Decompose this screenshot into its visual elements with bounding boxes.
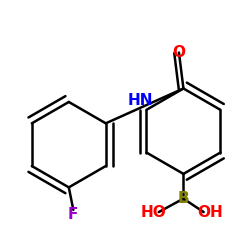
Text: HO: HO [140, 204, 166, 220]
Text: O: O [172, 45, 186, 60]
Text: OH: OH [198, 204, 223, 220]
Text: HN: HN [127, 93, 153, 108]
Text: B: B [178, 191, 189, 206]
Text: F: F [68, 207, 78, 222]
